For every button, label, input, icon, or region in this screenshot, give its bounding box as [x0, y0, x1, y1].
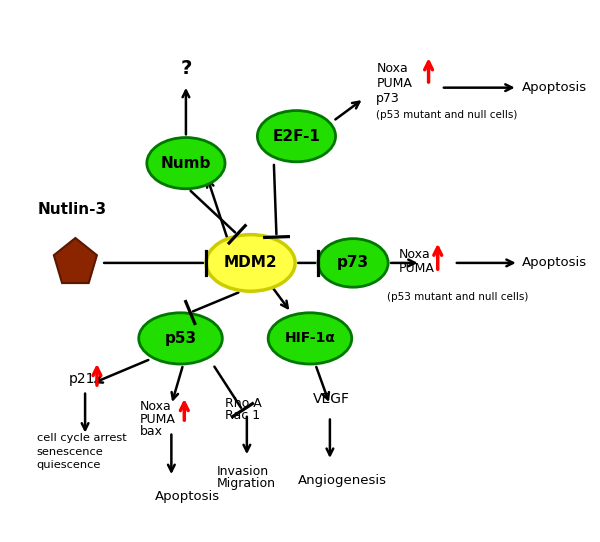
Ellipse shape — [257, 111, 335, 162]
Text: Apoptosis: Apoptosis — [155, 490, 220, 503]
Text: PUMA: PUMA — [376, 77, 412, 90]
Text: p53: p53 — [164, 331, 197, 346]
Ellipse shape — [139, 313, 223, 364]
Text: VEGF: VEGF — [313, 392, 350, 406]
Text: ?: ? — [180, 59, 191, 78]
Text: bax: bax — [140, 425, 163, 438]
Ellipse shape — [268, 313, 352, 364]
Text: Noxa: Noxa — [376, 62, 408, 75]
Text: Angiogenesis: Angiogenesis — [298, 474, 386, 487]
Ellipse shape — [147, 138, 225, 189]
Text: E2F-1: E2F-1 — [272, 128, 320, 144]
Text: Migration: Migration — [217, 478, 275, 491]
Text: (p53 mutant and null cells): (p53 mutant and null cells) — [376, 109, 518, 120]
Text: Noxa: Noxa — [140, 401, 172, 414]
Text: Noxa: Noxa — [399, 248, 431, 261]
Ellipse shape — [206, 235, 295, 291]
Ellipse shape — [318, 238, 388, 287]
Text: PUMA: PUMA — [399, 262, 435, 275]
Text: Apoptosis: Apoptosis — [522, 81, 587, 94]
Text: HIF-1α: HIF-1α — [284, 331, 335, 345]
Text: cell cycle arrest
senescence
quiescence: cell cycle arrest senescence quiescence — [37, 433, 127, 470]
Text: MDM2: MDM2 — [224, 255, 277, 270]
Polygon shape — [54, 238, 97, 283]
Text: p73: p73 — [376, 92, 400, 105]
Text: Nutlin-3: Nutlin-3 — [38, 202, 107, 217]
Text: Rho A: Rho A — [225, 397, 262, 410]
Text: PUMA: PUMA — [140, 413, 176, 426]
Text: Rac 1: Rac 1 — [225, 409, 260, 422]
Text: p73: p73 — [337, 255, 369, 270]
Text: Numb: Numb — [161, 156, 211, 171]
Text: p21: p21 — [69, 372, 95, 386]
Text: (p53 mutant and null cells): (p53 mutant and null cells) — [387, 292, 529, 302]
Text: Apoptosis: Apoptosis — [522, 256, 587, 269]
Text: Invasion: Invasion — [217, 465, 269, 478]
